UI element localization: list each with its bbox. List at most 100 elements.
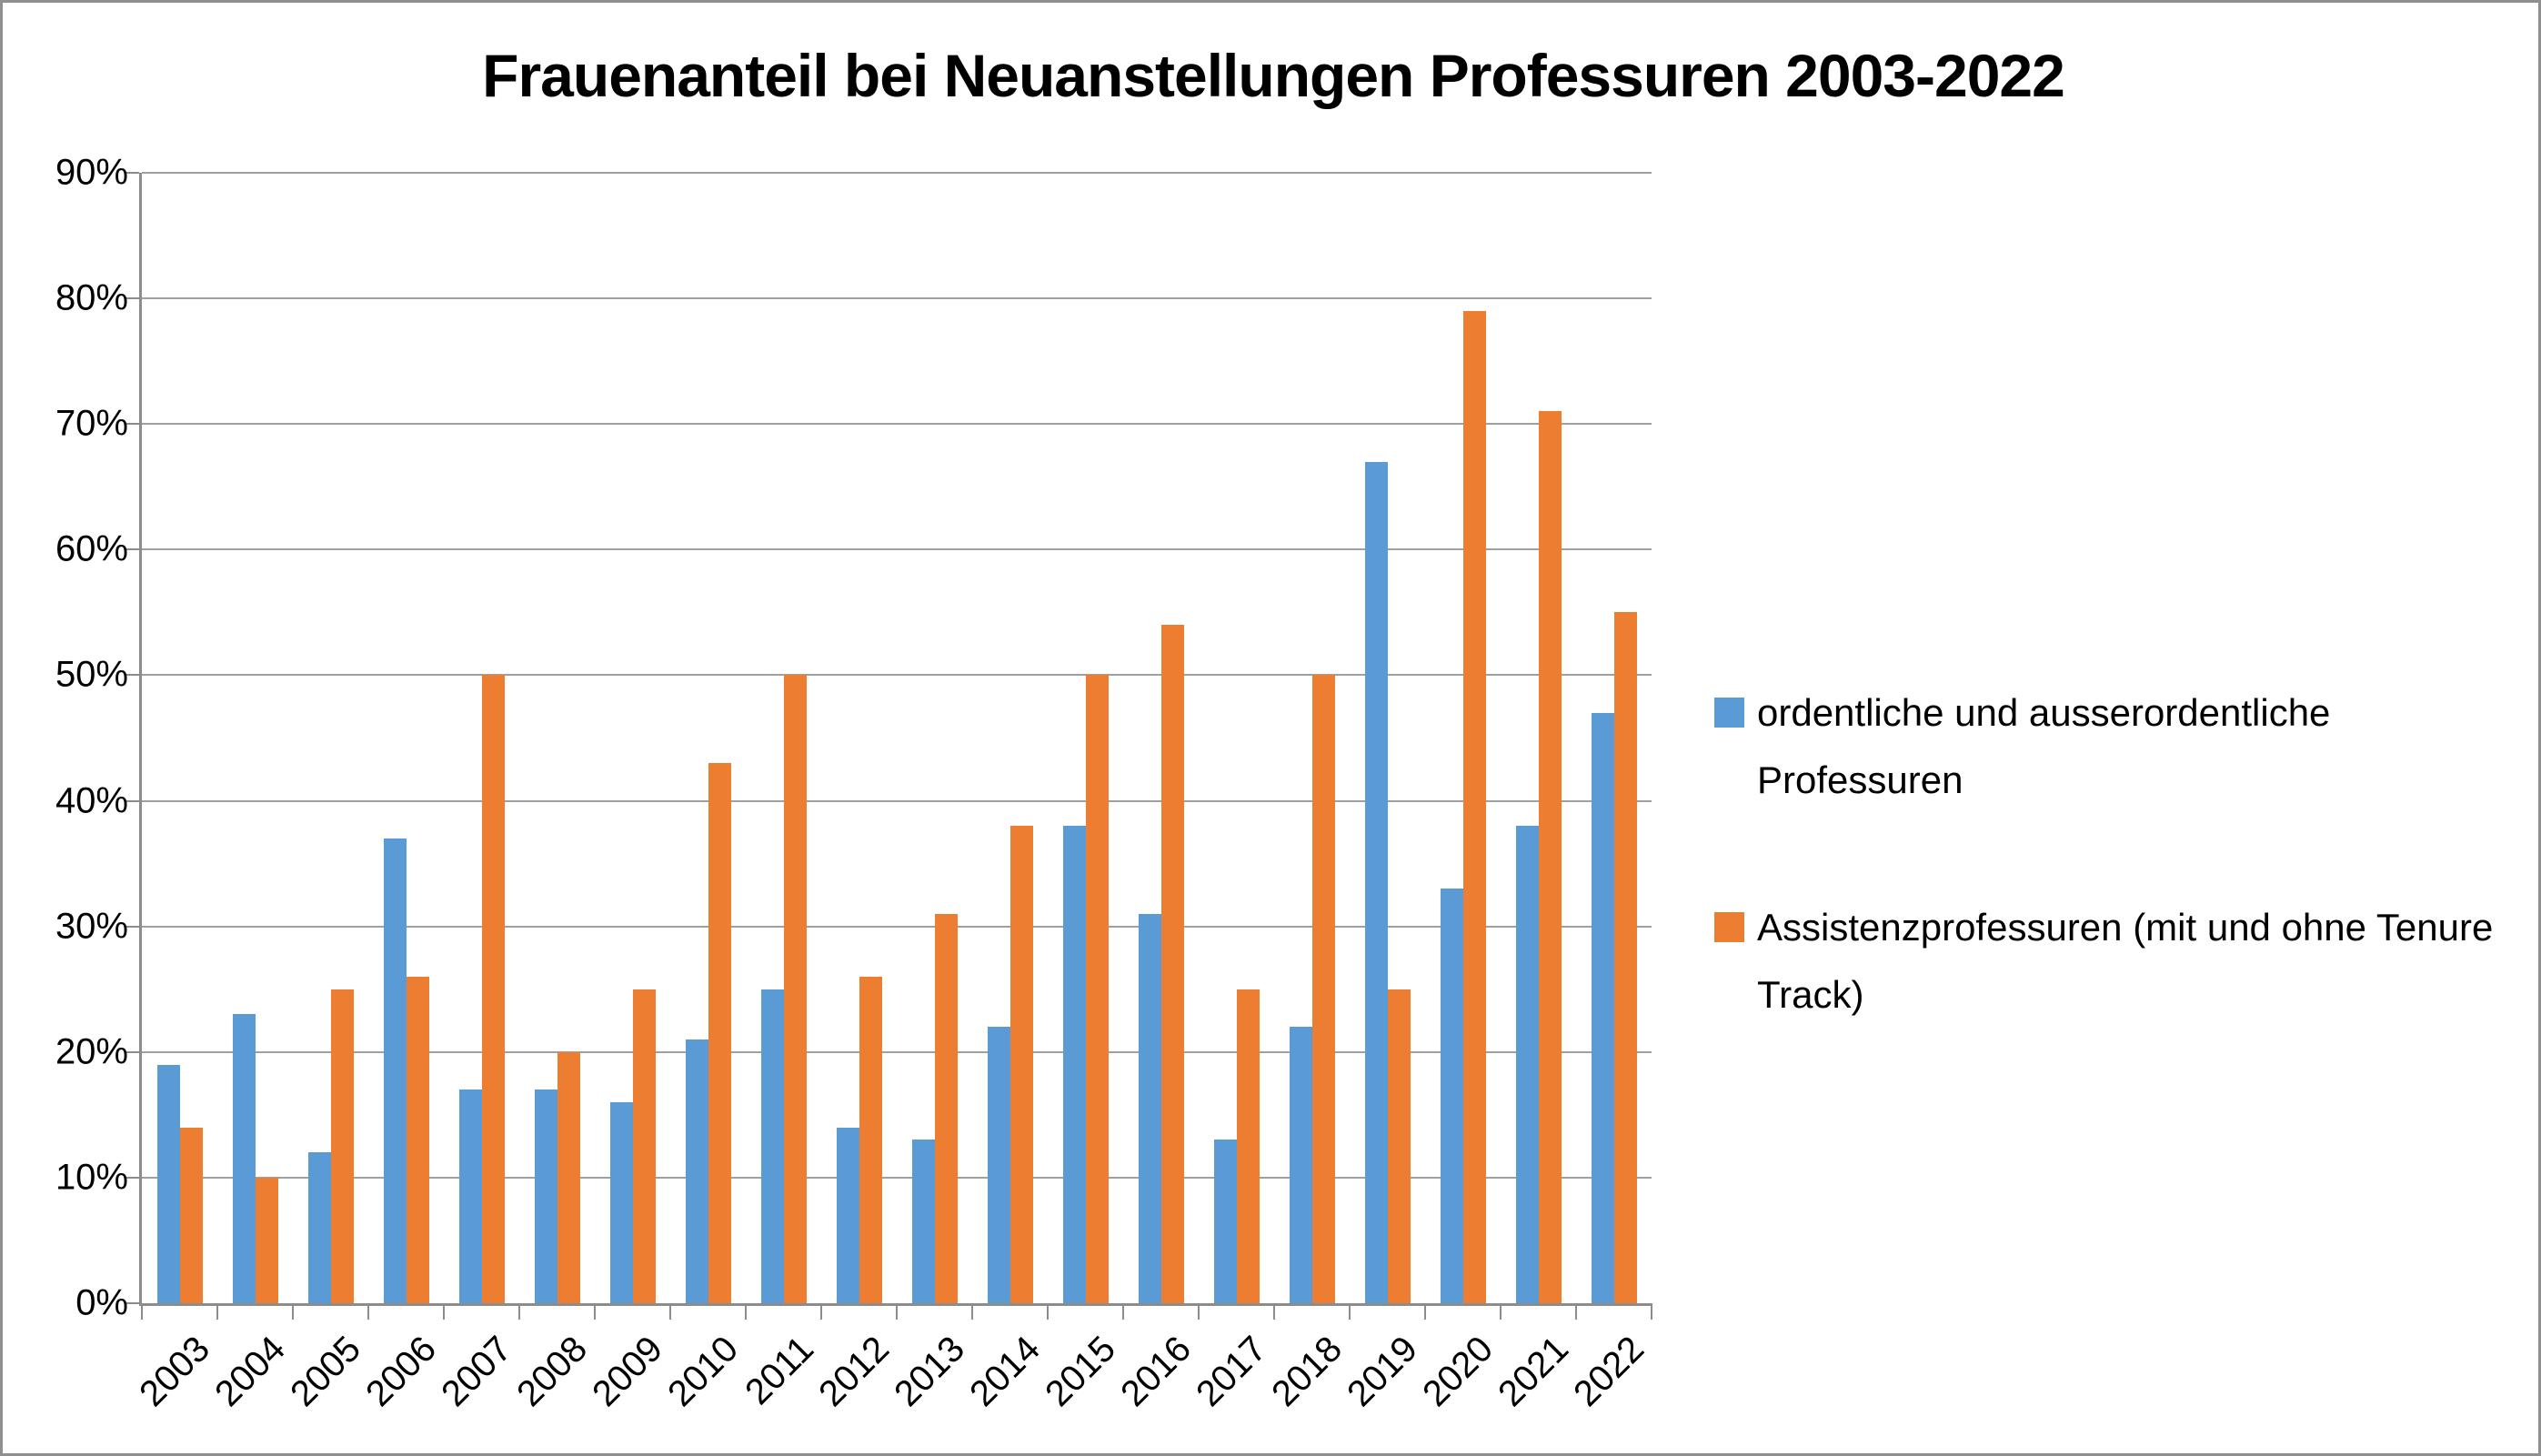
x-axis-tick-20 bbox=[1651, 1303, 1652, 1320]
legend-label: ordentliche und ausserordentliche Profes… bbox=[1757, 691, 2331, 801]
plot-area: 0% 10% 20% 30% 40% 50% 60% 70% 80% 90% 2003 2004 200… bbox=[55, 153, 1652, 1414]
x-axis-label-2007: 2007 bbox=[433, 1329, 519, 1415]
legend-item-series2: Assistenzprofessuren (mit und ohne Tenur… bbox=[1714, 894, 2496, 1029]
legend-swatch-icon bbox=[1714, 912, 1744, 942]
y-axis-tick-0 bbox=[126, 1302, 139, 1304]
x-axis-tick-8 bbox=[745, 1303, 747, 1320]
y-axis-label-10: 10% bbox=[55, 1157, 128, 1198]
legend-item-series1: ordentliche und ausserordentliche Profes… bbox=[1714, 679, 2496, 814]
y-axis-tick-90 bbox=[126, 172, 139, 174]
y-axis-tick-30 bbox=[126, 925, 139, 928]
gridline-80 bbox=[142, 297, 1652, 300]
bar-2006-series1 bbox=[383, 838, 407, 1303]
y-axis-tick-40 bbox=[126, 799, 139, 802]
x-axis-label-2014: 2014 bbox=[961, 1329, 1048, 1415]
bar-2022-series2 bbox=[1613, 612, 1637, 1303]
y-axis-tick-10 bbox=[126, 1176, 139, 1179]
bar-2010-series2 bbox=[708, 763, 731, 1303]
x-axis-label-2006: 2006 bbox=[357, 1329, 444, 1415]
x-axis-label-2019: 2019 bbox=[1339, 1329, 1425, 1415]
chart-title: Frauenanteil bei Neuanstellungen Profess… bbox=[482, 42, 2065, 109]
bar-2014-series2 bbox=[1009, 826, 1033, 1303]
bar-2018-series1 bbox=[1289, 1027, 1312, 1303]
bar-2011-series2 bbox=[783, 675, 807, 1303]
bar-2007-series2 bbox=[481, 675, 505, 1303]
bar-2009-series1 bbox=[609, 1102, 633, 1303]
bar-2019-series2 bbox=[1387, 989, 1411, 1303]
y-axis-tick-60 bbox=[126, 548, 139, 551]
x-axis-label-2011: 2011 bbox=[737, 1329, 821, 1412]
x-axis-label-2009: 2009 bbox=[584, 1329, 670, 1415]
x-axis-label-2004: 2004 bbox=[206, 1329, 293, 1415]
gridline-20 bbox=[142, 1050, 1652, 1053]
bar-2010-series1 bbox=[685, 1039, 708, 1303]
bar-2017-series1 bbox=[1213, 1140, 1237, 1303]
bar-2015-series1 bbox=[1062, 826, 1086, 1303]
gridline-90 bbox=[142, 172, 1652, 174]
x-axis-label-2021: 2021 bbox=[1490, 1329, 1576, 1415]
x-axis-label-2005: 2005 bbox=[282, 1329, 368, 1415]
y-axis-label-70: 70% bbox=[55, 403, 128, 444]
x-axis-tick-11 bbox=[971, 1303, 973, 1320]
legend-label: Assistenzprofessuren (mit und ohne Tenur… bbox=[1757, 906, 2494, 1016]
bar-2008-series1 bbox=[534, 1089, 557, 1303]
bar-2009-series2 bbox=[632, 989, 656, 1303]
x-axis-label-2008: 2008 bbox=[508, 1329, 595, 1415]
y-axis-label-30: 30% bbox=[55, 906, 128, 947]
y-axis-tick-80 bbox=[126, 297, 139, 300]
bar-2019-series1 bbox=[1364, 461, 1388, 1303]
x-axis-label-2018: 2018 bbox=[1263, 1329, 1350, 1415]
bar-2011-series1 bbox=[760, 989, 784, 1303]
x-axis-tick-9 bbox=[820, 1303, 822, 1320]
x-axis-label-2022: 2022 bbox=[1565, 1329, 1652, 1415]
x-axis-tick-18 bbox=[1500, 1303, 1502, 1320]
legend-swatch-icon bbox=[1714, 698, 1744, 728]
x-axis-label-2013: 2013 bbox=[886, 1329, 972, 1415]
x-axis-tick-0 bbox=[141, 1303, 143, 1320]
bar-2016-series1 bbox=[1138, 913, 1161, 1303]
x-axis-label-2017: 2017 bbox=[1188, 1329, 1274, 1415]
gridline-50 bbox=[142, 674, 1652, 677]
y-axis-label-20: 20% bbox=[55, 1031, 128, 1072]
gridline-60 bbox=[142, 548, 1652, 551]
bar-2008-series2 bbox=[557, 1051, 580, 1303]
gridline-10 bbox=[142, 1176, 1652, 1179]
gridline-30 bbox=[142, 925, 1652, 928]
y-axis-label-0: 0% bbox=[75, 1282, 128, 1323]
x-axis-tick-10 bbox=[896, 1303, 898, 1320]
bar-2012-series2 bbox=[859, 976, 882, 1303]
bar-2005-series2 bbox=[330, 989, 354, 1303]
bar-2003-series2 bbox=[179, 1127, 203, 1303]
bar-2020-series1 bbox=[1440, 889, 1463, 1303]
x-axis-tick-13 bbox=[1122, 1303, 1124, 1320]
bar-2004-series1 bbox=[232, 1014, 256, 1303]
x-axis-tick-3 bbox=[367, 1303, 369, 1320]
x-axis-tick-16 bbox=[1349, 1303, 1351, 1320]
x-axis-tick-17 bbox=[1424, 1303, 1426, 1320]
y-axis-label-90: 90% bbox=[55, 152, 128, 193]
bar-2015-series2 bbox=[1085, 675, 1109, 1303]
y-axis-label-80: 80% bbox=[55, 277, 128, 318]
bar-2016-series2 bbox=[1160, 625, 1184, 1303]
gridline-40 bbox=[142, 799, 1652, 802]
legend: ordentliche und ausserordentliche Profes… bbox=[1714, 679, 2496, 1109]
bar-2005-series1 bbox=[307, 1152, 331, 1303]
x-axis-tick-15 bbox=[1273, 1303, 1275, 1320]
bar-2018-series2 bbox=[1311, 675, 1335, 1303]
bar-2013-series2 bbox=[934, 913, 958, 1303]
bar-2020-series2 bbox=[1462, 310, 1486, 1303]
y-axis-label-60: 60% bbox=[55, 528, 128, 569]
x-axis-label-2012: 2012 bbox=[810, 1329, 897, 1415]
y-axis-tick-20 bbox=[126, 1050, 139, 1053]
bar-2013-series1 bbox=[911, 1140, 935, 1303]
bar-2006-series2 bbox=[406, 976, 429, 1303]
bar-2022-series1 bbox=[1591, 712, 1614, 1303]
y-axis-label-50: 50% bbox=[55, 654, 128, 695]
bar-2021-series2 bbox=[1538, 411, 1562, 1303]
x-axis-tick-4 bbox=[443, 1303, 445, 1320]
x-axis-label-2003: 2003 bbox=[131, 1329, 217, 1415]
x-axis-tick-14 bbox=[1198, 1303, 1200, 1320]
x-axis-tick-7 bbox=[669, 1303, 671, 1320]
y-axis-label-40: 40% bbox=[55, 780, 128, 821]
x-axis-label-2016: 2016 bbox=[1112, 1329, 1199, 1415]
